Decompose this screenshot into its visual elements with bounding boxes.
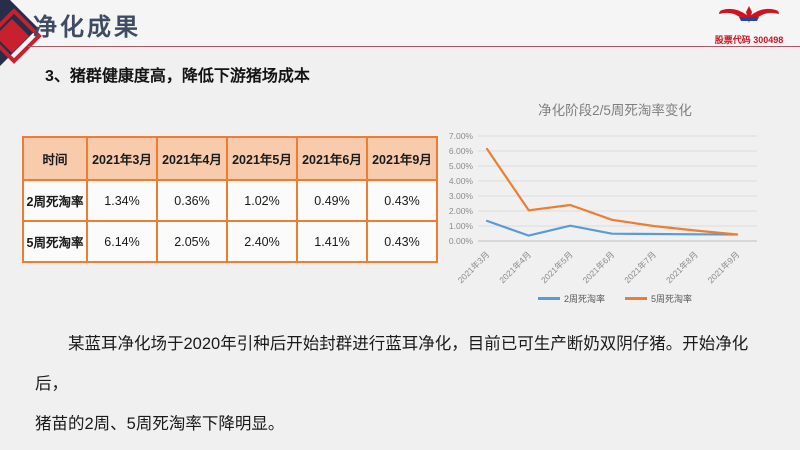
y-axis-label: 6.00% [449, 146, 474, 156]
x-axis-label: 2021年5月 [539, 249, 575, 285]
body-line-1: 某蓝耳净化场于2020年引种后开始封群进行蓝耳净化，目前已可生产断奶双阴仔猪。开… [35, 335, 749, 393]
table-cell: 0.43% [366, 179, 438, 222]
x-axis-label: 2021年3月 [456, 249, 492, 285]
table-cell: 1.02% [226, 179, 298, 222]
y-axis-label: 3.00% [449, 191, 474, 201]
table-header-cell: 时间 [22, 136, 88, 181]
x-axis-label: 2021年7月 [622, 249, 658, 285]
table-header-cell: 2021年3月 [86, 136, 158, 181]
header-rule [28, 46, 800, 47]
header-band [0, 0, 800, 47]
table-header-cell: 2021年6月 [296, 136, 368, 181]
table-header-cell: 2021年5月 [226, 136, 298, 181]
table-cell: 2.05% [156, 220, 228, 263]
table-cell: 0.36% [156, 179, 228, 222]
legend-item: 2周死淘率 [537, 292, 605, 305]
series-line-2 [485, 147, 739, 236]
stock-code: 股票代码 300498 [714, 35, 784, 45]
table-head: 时间 2021年3月 2021年4月 2021年5月 2021年6月 2021年9月 [22, 136, 438, 181]
legend-label: 5周死淘率 [651, 294, 693, 304]
y-axis-label: 0.00% [449, 236, 474, 246]
chart-title: 净化阶段2/5周死淘率变化 [538, 103, 692, 118]
row-label-cell: 5周死淘率 [22, 220, 88, 263]
body-text: 某蓝耳净化场于2020年引种后开始封群进行蓝耳净化，目前已可生产断奶双阴仔猪。开… [35, 324, 777, 444]
y-axis-label: 2.00% [449, 206, 474, 216]
table-row: 2周死淘率 1.34% 0.36% 1.02% 0.49% 0.43% [22, 179, 438, 222]
page-title: 净化成果 [33, 14, 141, 41]
x-axis-label: 2021年9月 [706, 249, 742, 285]
table-cell: 0.43% [366, 220, 438, 263]
x-axis-label: 2021年8月 [664, 249, 700, 285]
table-header-row: 时间 2021年3月 2021年4月 2021年5月 2021年6月 2021年9月 [22, 136, 438, 181]
mortality-chart: 净化阶段2/5周死淘率变化 0.00% 1.00% 2.00% 3.00% 4.00% 5… [435, 100, 795, 315]
y-axis-label: 5.00% [449, 161, 474, 171]
legend-swatch-icon [537, 297, 560, 300]
table-cell: 2.40% [226, 220, 298, 263]
series-line-1 [485, 219, 739, 237]
table-cell: 1.34% [86, 179, 158, 222]
table-row: 5周死淘率 6.14% 2.05% 2.40% 1.41% 0.43% [22, 220, 438, 263]
table-cell: 0.49% [296, 179, 368, 222]
table-cell: 6.14% [86, 220, 158, 263]
legend-swatch-icon [625, 297, 647, 300]
legend-label: 2周死淘率 [563, 294, 605, 304]
table-body: 2周死淘率 1.34% 0.36% 1.02% 0.49% 0.43% 5周死淘率 6.14%… [22, 179, 438, 263]
chart-legend: 2周死淘率 5周死淘率 [435, 292, 795, 305]
table-header-cell: 2021年9月 [366, 136, 438, 181]
y-axis-label: 4.00% [449, 176, 474, 186]
y-axis-label: 7.00% [449, 131, 474, 141]
legend-item: 5周死淘率 [625, 292, 692, 305]
mortality-table: 时间 2021年3月 2021年4月 2021年5月 2021年6月 2021年9月 2周… [22, 136, 438, 263]
company-logo: 股票代码 300498 [706, 4, 792, 46]
body-line-2: 猪苗的2周、5周死淘率下降明显。 [35, 415, 285, 433]
x-axis-label: 2021年4月 [497, 249, 533, 285]
eagle-wings-icon [719, 6, 779, 23]
row-label-cell: 2周死淘率 [22, 179, 88, 222]
section-heading: 3、猪群健康度高，降低下游猪场成本 [45, 68, 310, 85]
table-header-cell: 2021年4月 [156, 136, 228, 181]
table-cell: 1.41% [296, 220, 368, 263]
diamond-accent-icon [0, 0, 42, 66]
chart-canvas: 0.00% 1.00% 2.00% 3.00% 4.00% 5.00% 6.00% 7.00%… [449, 131, 757, 285]
y-axis-label: 1.00% [449, 221, 474, 231]
x-axis-label: 2021年6月 [581, 249, 617, 285]
